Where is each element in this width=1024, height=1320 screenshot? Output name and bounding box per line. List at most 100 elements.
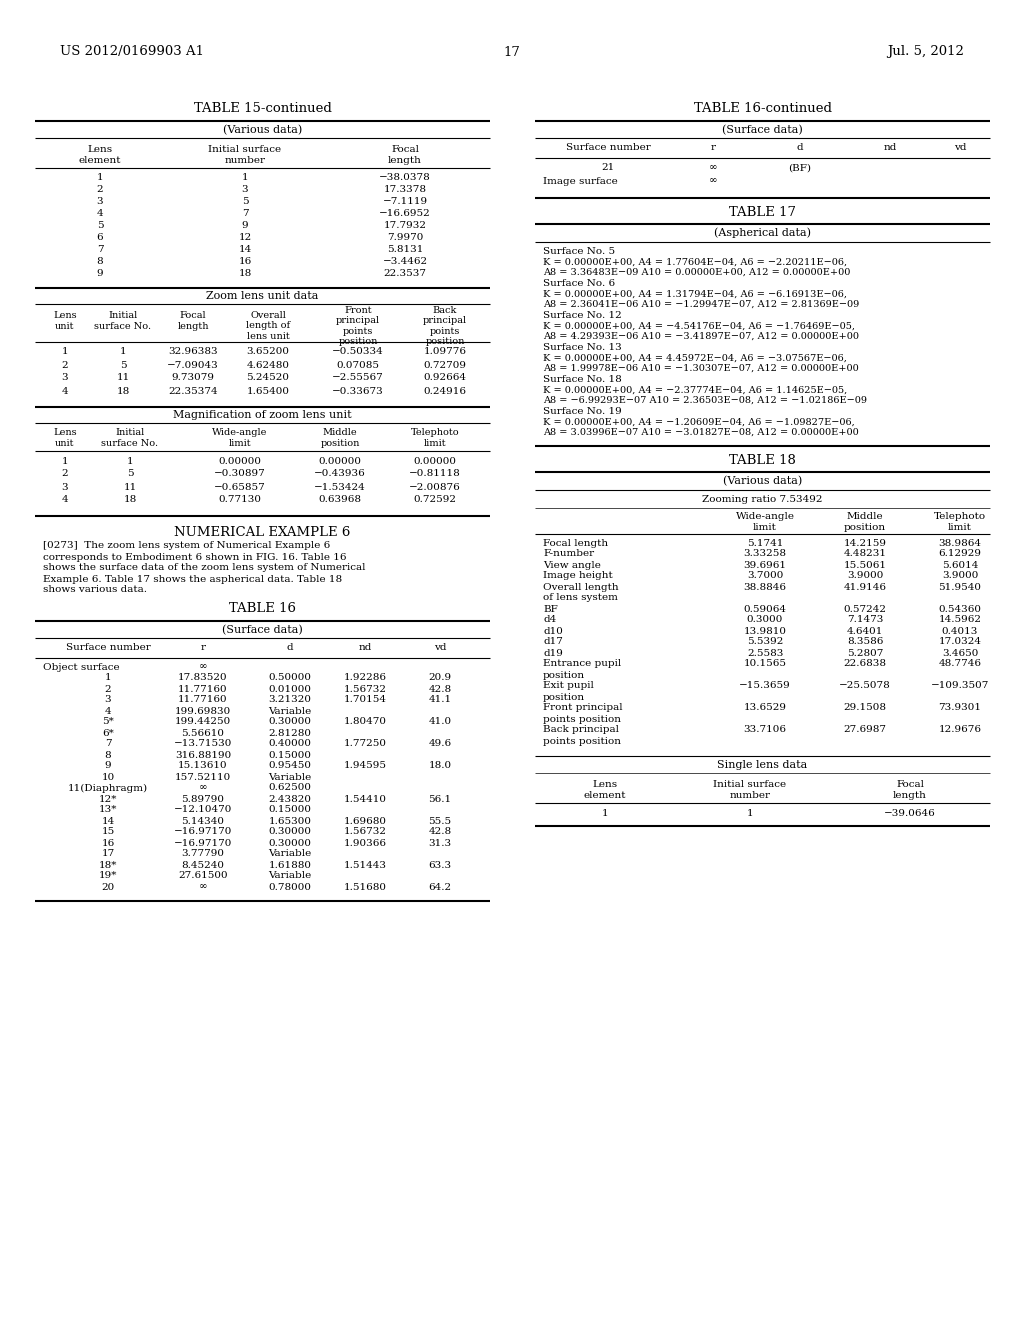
Text: Zoom lens unit data: Zoom lens unit data [206,290,318,301]
Text: r: r [711,144,716,153]
Text: 1.70154: 1.70154 [343,696,386,705]
Text: 1: 1 [96,173,103,181]
Text: TABLE 18: TABLE 18 [729,454,796,466]
Text: shows various data.: shows various data. [43,586,147,594]
Text: 0.62500: 0.62500 [268,784,311,792]
Text: 1.65300: 1.65300 [268,817,311,825]
Text: K = 0.00000E+00, A4 = 1.31794E−04, A6 = −6.16913E−06,: K = 0.00000E+00, A4 = 1.31794E−04, A6 = … [543,289,847,298]
Text: Surface No. 6: Surface No. 6 [543,280,615,289]
Text: 4.48231: 4.48231 [844,549,887,558]
Text: 3: 3 [61,374,69,383]
Text: −16.97170: −16.97170 [174,838,232,847]
Text: Single lens data: Single lens data [718,760,808,770]
Text: 0.00000: 0.00000 [318,457,361,466]
Text: 13.6529: 13.6529 [743,704,786,713]
Text: Entrance pupil: Entrance pupil [543,660,622,668]
Text: ∞: ∞ [709,164,718,173]
Text: 16: 16 [239,256,252,265]
Text: 1: 1 [127,457,133,466]
Text: −0.65857: −0.65857 [214,483,266,491]
Text: 3.7000: 3.7000 [746,572,783,581]
Text: Overall
length of
lens unit: Overall length of lens unit [246,312,290,341]
Text: 6*: 6* [102,729,114,738]
Text: ∞: ∞ [199,784,207,792]
Text: 5.8131: 5.8131 [387,244,423,253]
Text: K = 0.00000E+00, A4 = −2.37774E−04, A6 = 1.14625E−05,: K = 0.00000E+00, A4 = −2.37774E−04, A6 =… [543,385,847,395]
Text: Variable: Variable [268,850,311,858]
Text: 14: 14 [239,244,252,253]
Text: Surface No. 19: Surface No. 19 [543,408,622,417]
Text: 18: 18 [123,495,136,504]
Text: 1.65400: 1.65400 [247,387,290,396]
Text: Front
principal
points
position: Front principal points position [336,306,380,346]
Text: 41.9146: 41.9146 [844,582,887,591]
Text: 3: 3 [104,696,112,705]
Text: 5.5392: 5.5392 [746,638,783,647]
Text: Jul. 5, 2012: Jul. 5, 2012 [887,45,964,58]
Text: 1.56732: 1.56732 [343,828,386,837]
Text: 9: 9 [242,220,248,230]
Text: A8 = −6.99293E−07 A10 = 2.36503E−08, A12 = −1.02186E−09: A8 = −6.99293E−07 A10 = 2.36503E−08, A12… [543,396,867,404]
Text: TABLE 16: TABLE 16 [229,602,296,615]
Text: 3.9000: 3.9000 [847,572,883,581]
Text: Lens
unit: Lens unit [53,312,77,331]
Text: Surface No. 13: Surface No. 13 [543,343,622,352]
Text: 7: 7 [96,244,103,253]
Text: 0.95450: 0.95450 [268,762,311,771]
Text: 18.0: 18.0 [428,762,452,771]
Text: 17.7932: 17.7932 [384,220,427,230]
Text: 0.59064: 0.59064 [743,605,786,614]
Text: 0.72709: 0.72709 [424,360,467,370]
Text: A8 = 3.03996E−07 A10 = −3.01827E−08, A12 = 0.00000E+00: A8 = 3.03996E−07 A10 = −3.01827E−08, A12… [543,428,859,437]
Text: Wide-angle
limit: Wide-angle limit [212,428,267,447]
Text: 1: 1 [61,457,69,466]
Text: 2: 2 [61,360,69,370]
Text: 8: 8 [96,256,103,265]
Text: TABLE 15-continued: TABLE 15-continued [194,102,332,115]
Text: BF: BF [543,605,558,614]
Text: 4: 4 [96,209,103,218]
Text: points position: points position [543,714,621,723]
Text: 0.4013: 0.4013 [942,627,978,635]
Text: 14: 14 [101,817,115,825]
Text: Variable: Variable [268,772,311,781]
Text: Focal length: Focal length [543,539,608,548]
Text: 1.51443: 1.51443 [343,861,386,870]
Text: 1.51680: 1.51680 [343,883,386,891]
Text: TABLE 16-continued: TABLE 16-continued [693,102,831,115]
Text: 316.88190: 316.88190 [175,751,231,759]
Text: 29.1508: 29.1508 [844,704,887,713]
Text: −39.0646: −39.0646 [884,808,936,817]
Text: TABLE 17: TABLE 17 [729,206,796,219]
Text: 1.61880: 1.61880 [268,861,311,870]
Text: 9: 9 [96,268,103,277]
Text: 19*: 19* [98,871,117,880]
Text: Telephoto
limit: Telephoto limit [411,428,460,447]
Text: −7.1119: −7.1119 [382,197,428,206]
Text: 39.6961: 39.6961 [743,561,786,569]
Text: d10: d10 [543,627,563,635]
Text: d: d [797,144,803,153]
Text: 1.54410: 1.54410 [343,795,386,804]
Text: 7.9970: 7.9970 [387,232,423,242]
Text: Middle
position: Middle position [321,428,359,447]
Text: A8 = 3.36483E−09 A10 = 0.00000E+00, A12 = 0.00000E+00: A8 = 3.36483E−09 A10 = 0.00000E+00, A12 … [543,268,850,276]
Text: d4: d4 [543,615,556,624]
Text: 5.56610: 5.56610 [181,729,224,738]
Text: −38.0378: −38.0378 [379,173,431,181]
Text: ∞: ∞ [709,177,718,186]
Text: 17: 17 [101,850,115,858]
Text: 3: 3 [61,483,69,491]
Text: 0.92664: 0.92664 [424,374,467,383]
Text: 49.6: 49.6 [428,739,452,748]
Text: A8 = 2.36041E−06 A10 = −1.29947E−07, A12 = 2.81369E−09: A8 = 2.36041E−06 A10 = −1.29947E−07, A12… [543,300,859,309]
Text: 22.35374: 22.35374 [168,387,218,396]
Text: 5.2807: 5.2807 [847,648,883,657]
Text: Initial
surface No.: Initial surface No. [101,428,159,447]
Text: 31.3: 31.3 [428,838,452,847]
Text: 38.9864: 38.9864 [939,539,981,548]
Text: A8 = 1.99978E−06 A10 = −1.30307E−07, A12 = 0.00000E+00: A8 = 1.99978E−06 A10 = −1.30307E−07, A12… [543,363,859,372]
Text: d17: d17 [543,638,563,647]
Text: 8.3586: 8.3586 [847,638,883,647]
Text: 1.92286: 1.92286 [343,673,386,682]
